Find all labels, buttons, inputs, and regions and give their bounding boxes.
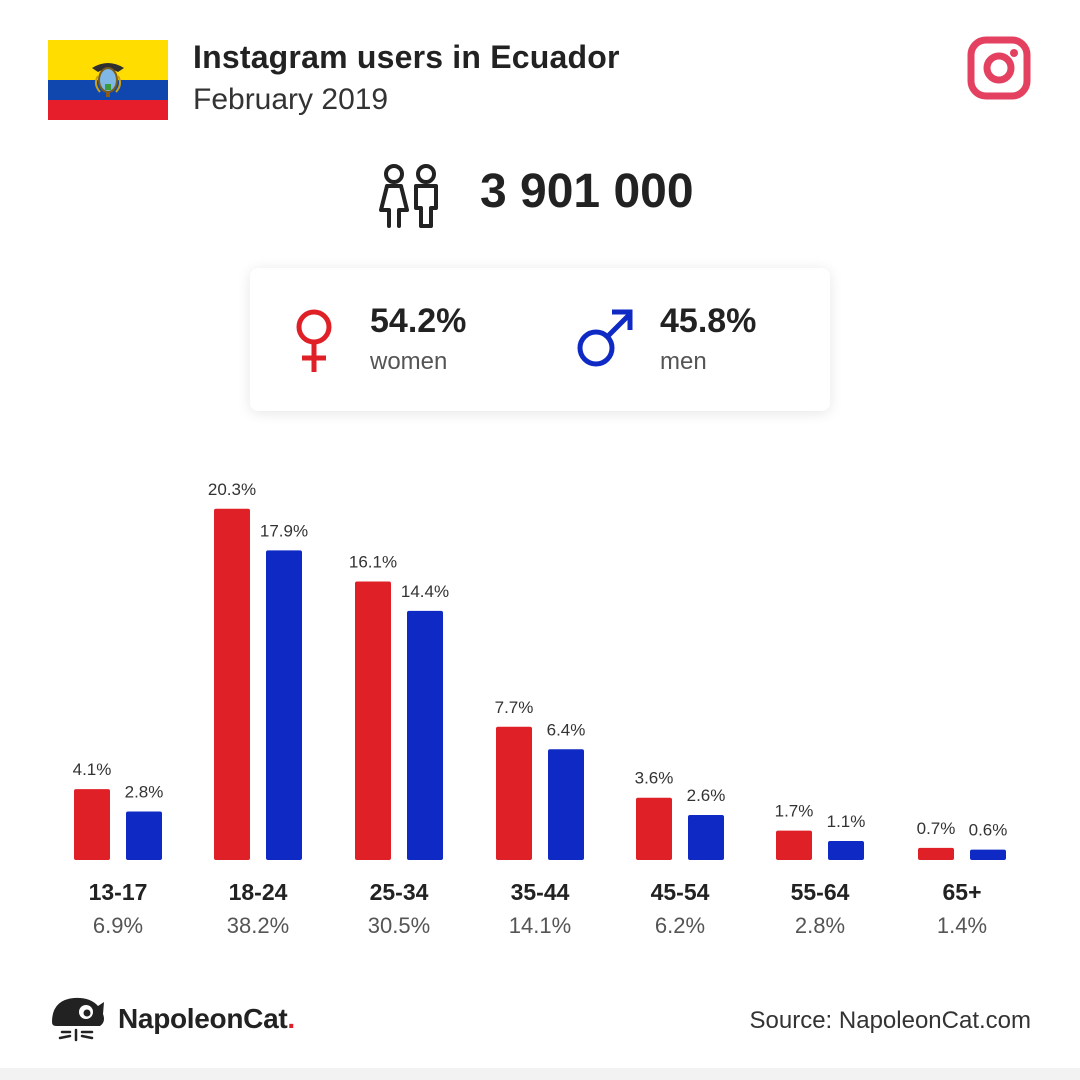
women-bar-13-17 (74, 789, 110, 860)
men-value-label-65+: 0.6% (969, 821, 1008, 840)
source-credit: Source: NapoleonCat.com (749, 1007, 1031, 1034)
age-group-total-18-24: 38.2% (227, 913, 289, 938)
brand-dot: . (287, 1003, 295, 1034)
men-value-label-45-54: 2.6% (687, 786, 726, 805)
women-percentage: 54.2% (370, 302, 467, 340)
age-group-label-45-54: 45-54 (651, 879, 710, 905)
men-percentage: 45.8% (660, 302, 757, 340)
women-value-label-65+: 0.7% (917, 819, 956, 838)
age-group-label-18-24: 18-24 (229, 879, 288, 905)
women-value-label-13-17: 4.1% (73, 760, 112, 779)
men-bar-35-44 (548, 749, 584, 860)
men-value-label-35-44: 6.4% (547, 720, 586, 739)
age-group-label-65+: 65+ (942, 879, 981, 905)
age-group-label-35-44: 35-44 (511, 879, 570, 905)
men-bar-18-24 (266, 550, 302, 860)
women-label: women (370, 348, 448, 375)
age-group-total-45-54: 6.2% (655, 913, 705, 938)
gender-split-card: 54.2% women 45.8% men (250, 268, 830, 411)
women-bar-65+ (918, 847, 954, 860)
men-bar-25-34 (407, 610, 443, 860)
age-group-label-55-64: 55-64 (791, 879, 850, 905)
bottom-strip (0, 1068, 1080, 1080)
men-label: men (660, 348, 707, 375)
age-group-total-25-34: 30.5% (368, 913, 430, 938)
men-bar-55-64 (828, 840, 864, 860)
page-title: Instagram users in Ecuador (193, 39, 620, 75)
women-value-label-45-54: 3.6% (635, 769, 674, 788)
age-gender-bar-chart: 4.1% 2.8% 13-17 6.9% 20.3% 17.9% 18-24 38.2% 16.… (73, 480, 1008, 938)
women-value-label-25-34: 16.1% (349, 552, 397, 571)
page-subtitle: February 2019 (193, 83, 389, 116)
men-value-label-13-17: 2.8% (125, 783, 164, 802)
women-bar-55-64 (776, 830, 812, 860)
men-bar-45-54 (688, 815, 724, 860)
male-icon (577, 309, 633, 367)
women-bar-18-24 (214, 508, 250, 860)
men-value-label-18-24: 17.9% (260, 521, 308, 540)
age-group-total-13-17: 6.9% (93, 913, 143, 938)
men-value-label-55-64: 1.1% (827, 812, 866, 831)
napoleoncat-logo-icon (52, 997, 104, 1042)
age-group-total-55-64: 2.8% (795, 913, 845, 938)
women-bar-25-34 (355, 581, 391, 860)
women-value-label-35-44: 7.7% (495, 698, 534, 717)
female-icon (296, 309, 332, 372)
women-bar-35-44 (496, 726, 532, 860)
brand-name: NapoleonCat. (118, 1003, 295, 1035)
women-value-label-18-24: 20.3% (208, 480, 256, 499)
age-group-total-35-44: 14.1% (509, 913, 571, 938)
men-bar-65+ (970, 849, 1006, 860)
men-bar-13-17 (126, 811, 162, 860)
age-group-label-13-17: 13-17 (89, 879, 148, 905)
brand-name-text: NapoleonCat (118, 1003, 288, 1034)
women-value-label-55-64: 1.7% (775, 802, 814, 821)
people-icon (379, 164, 438, 228)
age-group-label-25-34: 25-34 (370, 879, 429, 905)
total-users-value: 3 901 000 (480, 165, 694, 218)
instagram-icon (967, 36, 1031, 100)
age-group-total-65+: 1.4% (937, 913, 987, 938)
ecuador-flag-icon (48, 40, 168, 120)
coat-of-arms-icon (92, 63, 124, 97)
men-value-label-25-34: 14.4% (401, 582, 449, 601)
women-bar-45-54 (636, 797, 672, 860)
